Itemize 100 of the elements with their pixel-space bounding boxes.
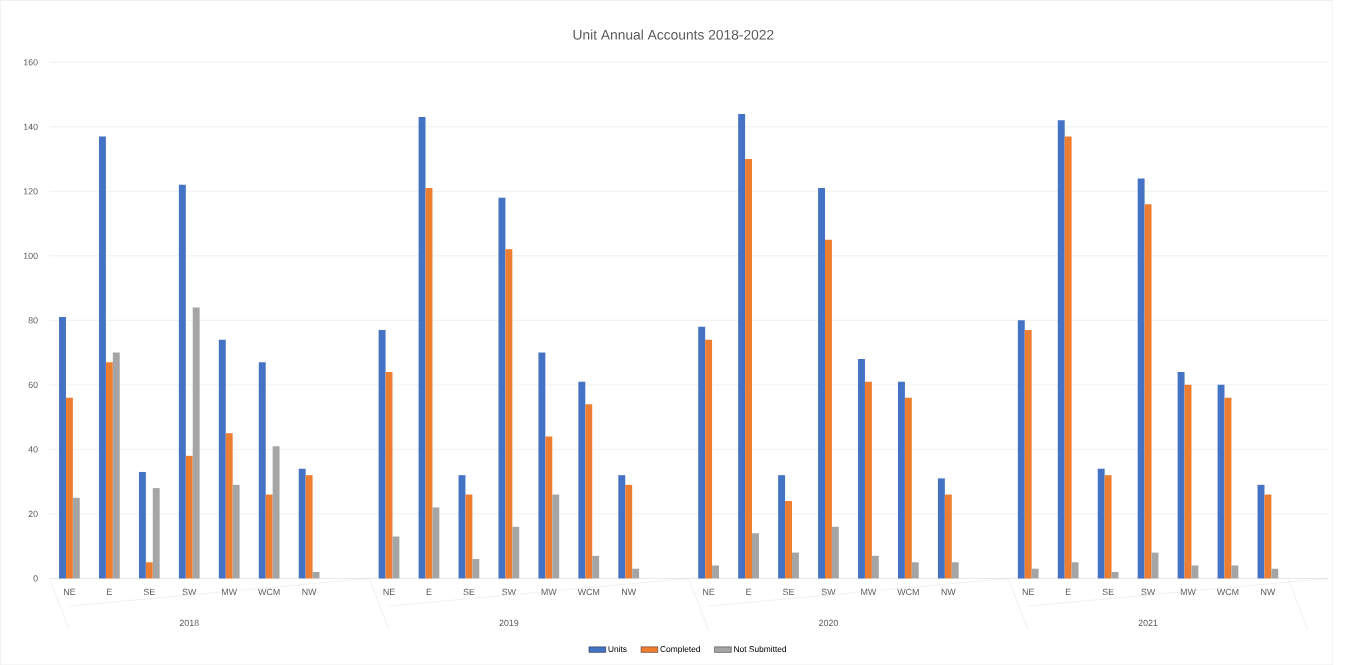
text: 2021	[1138, 619, 1158, 626]
x-tick-label: NE	[1022, 588, 1034, 595]
bar	[192, 307, 200, 579]
bar	[625, 484, 633, 579]
bar	[871, 555, 879, 579]
bar	[778, 474, 786, 579]
bar	[752, 533, 759, 579]
bar	[465, 494, 473, 579]
bar	[1071, 562, 1079, 579]
text: 2018	[179, 619, 199, 626]
x-tick-label: SE	[783, 588, 795, 595]
x-tick-label: WCM	[577, 588, 600, 595]
bar	[218, 339, 226, 579]
bar	[738, 113, 746, 579]
bar	[265, 494, 273, 579]
legend-label: Not Submitted	[734, 645, 787, 652]
bar	[498, 197, 506, 579]
x-tick-label: SW	[1141, 588, 1156, 595]
x-tick-label: NW	[622, 588, 637, 595]
bar	[1057, 120, 1065, 579]
y-tick-label: 20	[28, 510, 38, 517]
bar	[904, 397, 912, 579]
x-tick-label: E	[1065, 588, 1071, 595]
bar	[1104, 474, 1112, 579]
bar	[138, 471, 146, 579]
bar	[745, 158, 753, 579]
bar	[152, 487, 160, 579]
bar	[1031, 568, 1039, 579]
bar	[145, 562, 153, 579]
bar	[232, 484, 240, 579]
bar	[592, 555, 600, 579]
x-tick-label: E	[107, 588, 112, 595]
bar	[1097, 468, 1105, 579]
bar	[585, 404, 593, 579]
bar	[258, 362, 266, 579]
bar	[632, 568, 640, 579]
x-tick-label: NW	[941, 588, 956, 595]
bar	[418, 116, 426, 579]
bar	[378, 329, 386, 579]
x-tick-label: SE	[143, 588, 155, 595]
bar	[1271, 568, 1279, 579]
bar	[825, 239, 832, 579]
x-tick-label: SW	[821, 588, 836, 595]
bar	[105, 362, 113, 579]
bar	[59, 316, 66, 579]
bar	[818, 187, 825, 579]
bar	[472, 558, 480, 579]
bar	[712, 565, 719, 579]
bar	[578, 381, 586, 579]
x-tick-label: SE	[1102, 588, 1114, 595]
bar	[1191, 565, 1199, 579]
bar	[698, 326, 706, 579]
x-tick-label: MW	[1180, 588, 1196, 595]
x-tick-label: SE	[463, 588, 475, 595]
x-tick-label: E	[426, 588, 432, 595]
bar	[944, 494, 952, 579]
bar	[785, 500, 792, 579]
bar	[618, 474, 626, 579]
x-tick-label: WCM	[258, 588, 280, 595]
x-tick-label: WCM	[897, 588, 919, 595]
text: 2020	[819, 619, 838, 626]
bar	[858, 358, 865, 579]
bar	[392, 536, 400, 579]
bar	[552, 494, 560, 579]
bar	[1024, 329, 1032, 579]
bar	[831, 526, 839, 579]
y-tick-label: 120	[23, 187, 38, 195]
bar	[897, 381, 905, 579]
bar	[1017, 320, 1025, 579]
bar	[65, 397, 73, 579]
bar	[98, 136, 106, 579]
x-tick-label: NE	[703, 588, 715, 595]
bar	[505, 249, 513, 579]
bar	[911, 562, 919, 579]
bar	[185, 455, 193, 579]
x-tick-label: NE	[383, 588, 395, 595]
y-tick-label: 160	[23, 58, 38, 66]
x-tick-label: MW	[541, 588, 557, 595]
x-tick-label: NW	[302, 588, 317, 595]
bar	[1217, 384, 1225, 579]
y-tick-label: 60	[28, 381, 38, 388]
bar	[225, 433, 233, 579]
y-tick-label: 100	[23, 252, 38, 259]
bar	[512, 526, 520, 579]
chart-title: Unit Annual Accounts 2018-2022	[573, 29, 774, 40]
bar	[538, 352, 546, 579]
y-tick-label: 40	[28, 446, 38, 453]
bar	[178, 184, 186, 579]
y-tick-label: 80	[28, 316, 38, 324]
bar	[1144, 204, 1152, 579]
legend-label: Completed	[660, 645, 700, 654]
x-tick-label: MW	[222, 588, 238, 595]
x-tick-label: E	[746, 588, 752, 595]
bar	[791, 552, 799, 579]
bar	[1064, 136, 1072, 579]
bar	[1137, 178, 1145, 579]
bar	[951, 562, 959, 579]
bar	[305, 474, 313, 579]
text: 2019	[499, 619, 519, 626]
x-tick-label: SW	[502, 588, 516, 595]
